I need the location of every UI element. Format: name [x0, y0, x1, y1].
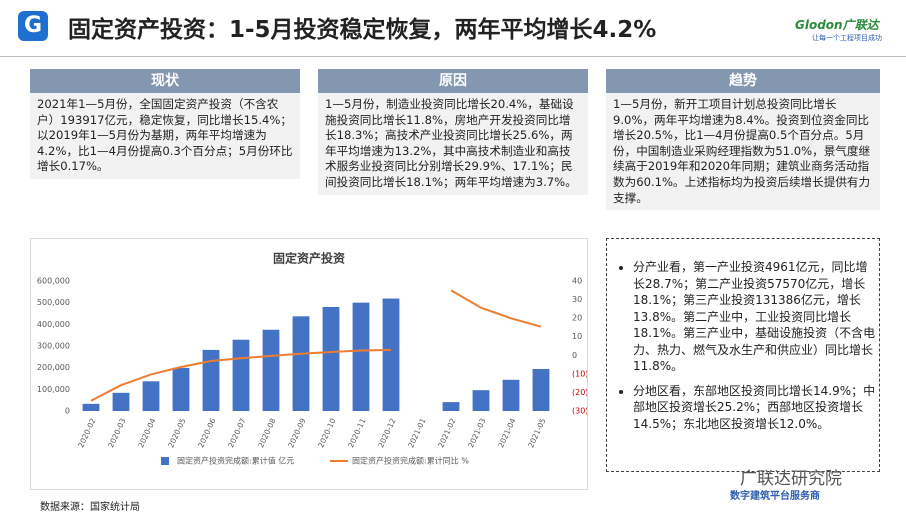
watermark-tagline: 数字建筑平台服务商 [730, 491, 820, 502]
notes-box: 分产业看，第一产业投资4961亿元，同比增长28.7%；第二产业投资57570亿… [606, 238, 880, 472]
panel-title: 原因 [318, 69, 588, 93]
y2-tick-label: 20 [572, 314, 582, 323]
bar [142, 381, 160, 411]
line [90, 289, 542, 402]
x-tick-label: 2020-07 [226, 417, 247, 449]
x-tick-label: 2020-03 [106, 417, 127, 449]
panel: 原因 1—5月份，制造业投资同比增长20.4%，基础设施投资同比增长11.8%，… [318, 69, 588, 195]
x-tick-label: 2020-02 [76, 417, 97, 449]
panel: 趋势 1—5月份，新开工项目计划总投资同比增长9.0%，两年平均增速为8.4%。… [606, 69, 880, 211]
bar [232, 339, 250, 411]
y2-tick-label: 0 [572, 351, 577, 360]
bar [442, 402, 460, 411]
bar [472, 390, 490, 411]
chart-title: 固定资产投资 [273, 251, 345, 266]
x-tick-label: 2020-10 [316, 417, 337, 449]
y2-tick-label: (10) [572, 369, 588, 378]
logo: G [18, 11, 48, 41]
x-tick-label: 2020-04 [136, 417, 157, 449]
y-tick-label: 100,000 [37, 385, 70, 394]
bullet-list: 分产业看，第一产业投资4961亿元，同比增长28.7%；第二产业投资57570亿… [607, 259, 879, 432]
y-tick-label: 0 [65, 407, 70, 416]
bar [172, 367, 190, 411]
x-tick-label: 2021-04 [496, 417, 517, 449]
x-tick-label: 2021-02 [436, 417, 457, 449]
x-tick-label: 2021-05 [526, 417, 547, 449]
x-tick-label: 2020-11 [346, 417, 367, 449]
y-tick-label: 500,000 [37, 298, 70, 307]
brand: Glodon广联达 [795, 18, 879, 32]
brand-slogan: 让每一个工程项目成功 [812, 34, 882, 42]
y2-tick-label: 40 [572, 277, 582, 286]
bar [112, 392, 130, 411]
y-tick-label: 300,000 [37, 342, 70, 351]
y2-tick-label: (20) [572, 388, 588, 397]
bar [262, 329, 280, 411]
bar [322, 307, 340, 411]
source: 数据来源：国家统计局 [40, 502, 140, 513]
y-tick-label: 200,000 [37, 363, 70, 372]
y-tick-label: 400,000 [37, 320, 70, 329]
bar [202, 349, 220, 411]
x-tick-label: 2021-03 [466, 417, 487, 449]
bar [382, 298, 400, 411]
watermark-name: 广联达研究院 [740, 469, 842, 489]
x-tick-label: 2020-08 [256, 417, 277, 449]
x-tick-label: 2020-12 [376, 417, 397, 449]
panel-title: 趋势 [606, 69, 880, 93]
bar [352, 302, 370, 411]
bar [532, 368, 550, 411]
y2-tick-label: 10 [572, 332, 582, 341]
bullet: 分地区看，东部地区投资同比增长14.9%；中部地区投资增长25.2%；西部地区投… [633, 383, 879, 433]
legend-label: 固定资产投资完成额:累计值 亿元 [177, 456, 294, 466]
bar [292, 316, 310, 411]
chart: 固定资产投资 0 100,000 200,000 300,000 400,000 500,… [30, 238, 588, 490]
x-tick-label: 2020-09 [286, 417, 307, 449]
panel-text: 2021年1—5月份，全国固定资产投资（不含农户）193917亿元，稳定恢复，同… [30, 93, 300, 179]
x-tick-label: 2020-06 [196, 417, 217, 449]
x-tick-label: 2021-01 [406, 417, 427, 449]
panel: 现状 2021年1—5月份，全国固定资产投资（不含农户）193917亿元，稳定恢… [30, 69, 300, 179]
header-rule [0, 56, 906, 57]
x-tick-label: 2020-05 [166, 417, 187, 449]
bar [82, 403, 100, 411]
bullet: 分产业看，第一产业投资4961亿元，同比增长28.7%；第二产业投资57570亿… [633, 259, 879, 375]
y2-tick-label: (30) [572, 407, 588, 416]
legend-swatch [161, 457, 169, 465]
panel-text: 1—5月份，制造业投资同比增长20.4%，基础设施投资同比增长11.8%，房地产… [318, 93, 588, 195]
slide-title: 固定资产投资：1-5月投资稳定恢复，两年平均增长4.2% [68, 17, 657, 43]
legend-label: 固定资产投资完成额:累计同比 % [352, 456, 469, 466]
panel-title: 现状 [30, 69, 300, 93]
y2-tick-label: 30 [572, 295, 582, 304]
panel-text: 1—5月份，新开工项目计划总投资同比增长9.0%，两年平均增速为8.4%。投资到… [606, 93, 880, 211]
bar [502, 379, 520, 411]
y-tick-label: 600,000 [37, 277, 70, 286]
